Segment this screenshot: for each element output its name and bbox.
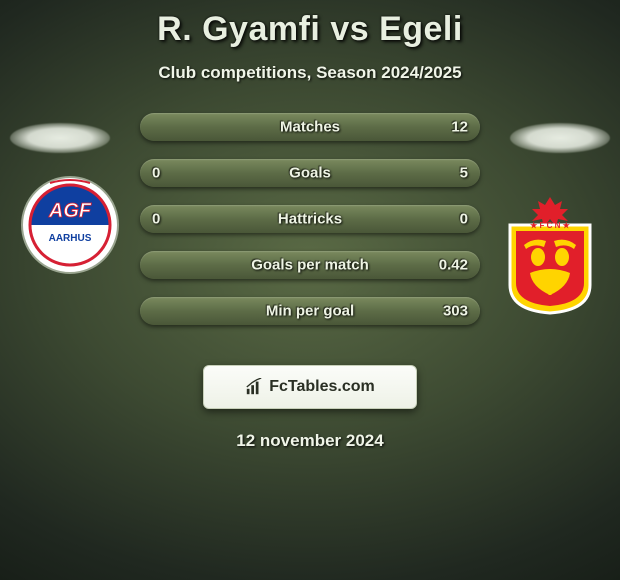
team-badge-left: AGF AARHUS — [20, 175, 120, 275]
svg-text:AARHUS: AARHUS — [49, 233, 92, 244]
stat-bar: 0 Hattricks 0 — [140, 205, 480, 233]
stat-label: Goals per match — [251, 257, 369, 274]
stat-label: Min per goal — [266, 303, 354, 320]
stat-bar: 0 Goals 5 — [140, 159, 480, 187]
stat-right-value: 0.42 — [439, 257, 468, 274]
stat-right-value: 12 — [451, 119, 468, 136]
spotlight-right — [510, 123, 610, 153]
spotlight-left — [10, 123, 110, 153]
svg-text:AGF: AGF — [48, 200, 92, 222]
stat-left-value: 0 — [152, 165, 160, 182]
page-title: R. Gyamfi vs Egeli — [0, 0, 620, 49]
stat-right-value: 5 — [460, 165, 468, 182]
stat-bar: Min per goal 303 — [140, 297, 480, 325]
stat-bars: Matches 12 0 Goals 5 0 Hattricks 0 Goals… — [140, 113, 480, 343]
brand-text: FcTables.com — [269, 378, 375, 396]
subtitle: Club competitions, Season 2024/2025 — [0, 63, 620, 83]
stat-right-value: 0 — [460, 211, 468, 228]
stat-right-value: 303 — [443, 303, 468, 320]
stat-bar: Matches 12 — [140, 113, 480, 141]
stat-label: Goals — [289, 165, 331, 182]
agf-badge-icon: AGF AARHUS — [20, 175, 120, 275]
brand-badge: FcTables.com — [203, 365, 417, 409]
stat-label: Matches — [280, 119, 340, 136]
stat-left-value: 0 — [152, 211, 160, 228]
svg-text:★ F C N ★: ★ F C N ★ — [530, 221, 571, 230]
team-badge-right: ★ F C N ★ — [500, 195, 600, 295]
stat-bar: Goals per match 0.42 — [140, 251, 480, 279]
chart-icon — [245, 378, 263, 396]
date-text: 12 november 2024 — [0, 431, 620, 451]
stat-label: Hattricks — [278, 211, 342, 228]
fcn-badge-icon: ★ F C N ★ — [500, 195, 600, 315]
comparison-stage: AGF AARHUS ★ F C N ★ — [0, 113, 620, 343]
